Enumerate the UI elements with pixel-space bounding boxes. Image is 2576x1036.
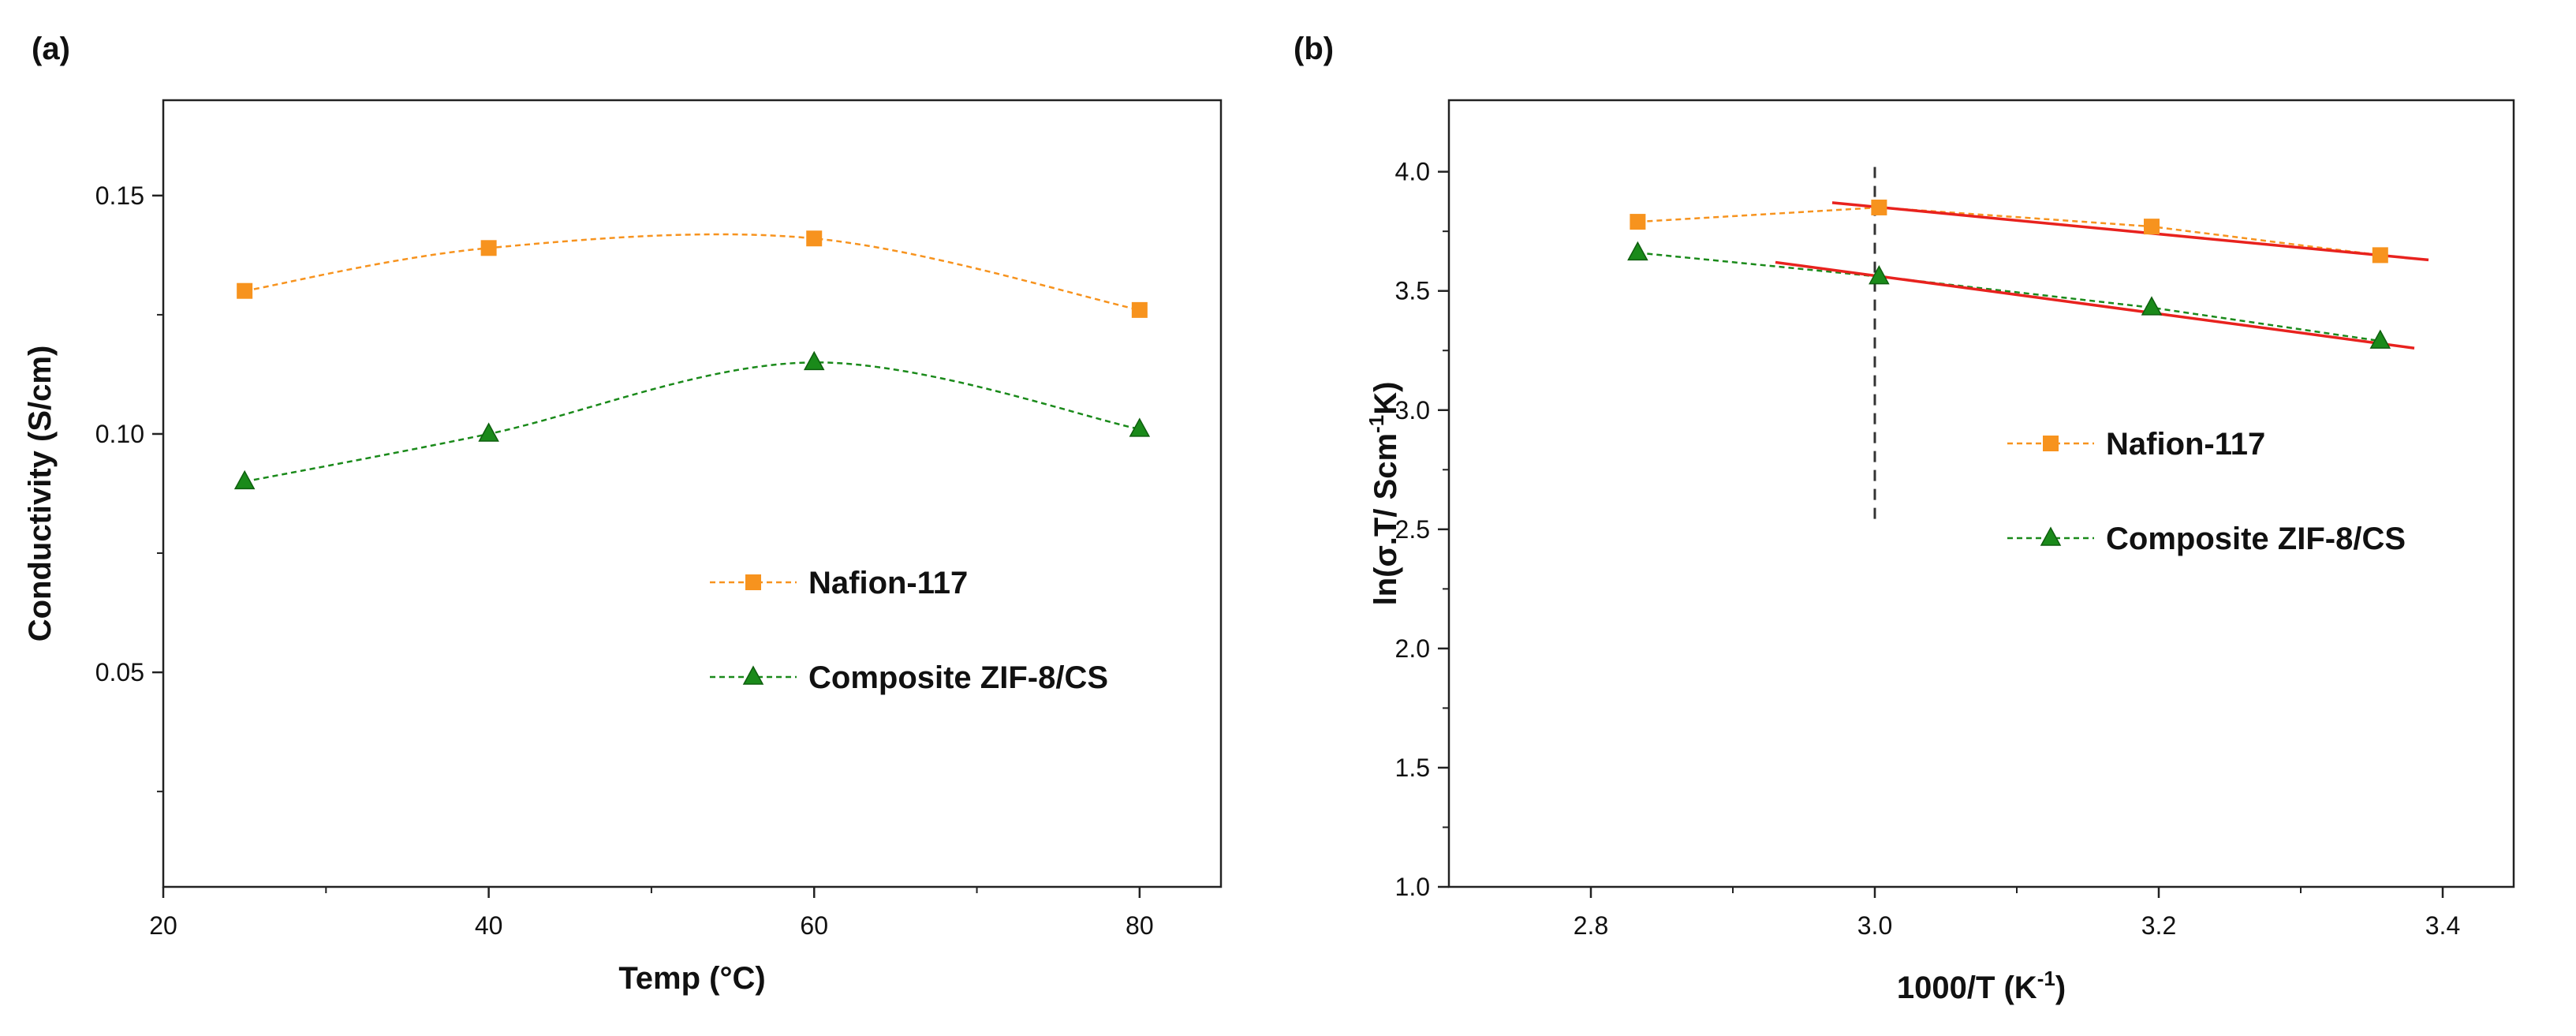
data-point-nafion bbox=[237, 282, 253, 299]
y-tick-label: 0.05 bbox=[95, 658, 144, 686]
y-tick-label: 4.0 bbox=[1395, 158, 1430, 186]
x-tick-label: 80 bbox=[1126, 911, 1154, 940]
legend: Nafion-117 Composite ZIF-8/CS bbox=[710, 566, 1108, 695]
data-point-nafion bbox=[480, 240, 497, 256]
data-point-nafion bbox=[806, 230, 823, 247]
x-axis-label: Temp (°C) bbox=[618, 961, 765, 996]
series-line-composite bbox=[1637, 252, 2380, 342]
data-point-composite bbox=[2141, 296, 2163, 316]
plot-frame bbox=[162, 99, 1223, 888]
x-tick-label: 3.4 bbox=[2425, 911, 2460, 940]
linear-fit-line-1 bbox=[1831, 201, 2429, 262]
y-axis-label-sup: -1 bbox=[1365, 415, 1388, 433]
panel-label: (a) bbox=[32, 32, 70, 66]
x-tick-label: 60 bbox=[800, 911, 828, 940]
series-line-composite bbox=[244, 361, 1141, 483]
data-point-nafion bbox=[2144, 219, 2160, 235]
y-tick-label: 1.5 bbox=[1395, 754, 1430, 782]
legend: Nafion-117 Composite ZIF-8/CS bbox=[2007, 427, 2406, 556]
y-axis-label-tail: K) bbox=[1368, 382, 1403, 415]
y-axis-label-main: ln(σ.T/ Scm bbox=[1368, 433, 1403, 606]
x-axis-label-sup: -1 bbox=[2037, 967, 2055, 990]
x-tick-label: 3.0 bbox=[1857, 911, 1892, 940]
linear-fit-line-2 bbox=[1775, 260, 2415, 350]
legend-marker-nafion bbox=[2043, 436, 2059, 451]
y-axis-label: Conductivity (S/cm) bbox=[23, 346, 58, 642]
y-tick-label: 1.0 bbox=[1395, 873, 1430, 901]
series-line-nafion bbox=[244, 233, 1141, 312]
x-tick-label: 20 bbox=[149, 911, 177, 940]
data-point-composite bbox=[1129, 417, 1151, 437]
x-axis-label: 1000/T (K-1) bbox=[1897, 967, 2066, 1005]
legend-marker-nafion bbox=[745, 574, 761, 590]
y-tick-label: 2.5 bbox=[1395, 515, 1430, 544]
legend-label-composite: Composite ZIF-8/CS bbox=[2106, 522, 2406, 556]
data-point-composite bbox=[1869, 265, 1890, 285]
y-axis-label: ln(σ.T/ Scm-1K) bbox=[1365, 382, 1403, 606]
data-point-composite bbox=[2369, 329, 2391, 349]
chart-panel-b: (b) 2.8 3.0 3.2 3.4 1.0 1.5 2.0 2.5 3.0 3.5 4.0 1000… bbox=[1294, 32, 2515, 1005]
x-tick-label: 40 bbox=[475, 911, 503, 940]
y-tick-label: 3.5 bbox=[1395, 277, 1430, 305]
x-axis-label-tail: ) bbox=[2055, 971, 2066, 1005]
y-tick-label: 3.0 bbox=[1395, 396, 1430, 424]
x-tick-label: 2.8 bbox=[1574, 911, 1608, 940]
x-axis-label-main: 1000/T (K bbox=[1897, 971, 2037, 1005]
data-point-composite bbox=[233, 469, 256, 490]
legend-label-nafion: Nafion-117 bbox=[2106, 427, 2265, 462]
x-tick-label: 3.2 bbox=[2141, 911, 2176, 940]
data-point-composite bbox=[803, 350, 825, 371]
legend-label-composite: Composite ZIF-8/CS bbox=[808, 660, 1108, 695]
panel-label: (b) bbox=[1294, 32, 1334, 66]
data-point-nafion bbox=[2372, 247, 2388, 264]
y-tick-label: 2.0 bbox=[1395, 634, 1430, 663]
y-tick-label: 0.10 bbox=[95, 420, 144, 448]
data-point-composite bbox=[478, 422, 499, 442]
data-point-composite bbox=[1627, 241, 1648, 261]
plot-frame bbox=[1447, 99, 2515, 888]
y-tick-label: 0.15 bbox=[95, 181, 144, 210]
legend-marker-composite bbox=[2040, 526, 2062, 546]
data-point-nafion bbox=[1131, 301, 1148, 318]
chart-panel-a: (a) 20 40 60 80 0.05 0.10 0.15 Temp (°C) Conducti… bbox=[23, 32, 1223, 996]
legend-label-nafion: Nafion-117 bbox=[808, 566, 968, 600]
data-point-nafion bbox=[1630, 214, 1646, 230]
series-line-nafion bbox=[1637, 206, 2380, 256]
legend-marker-composite bbox=[742, 665, 764, 685]
data-point-nafion bbox=[1871, 199, 1887, 215]
